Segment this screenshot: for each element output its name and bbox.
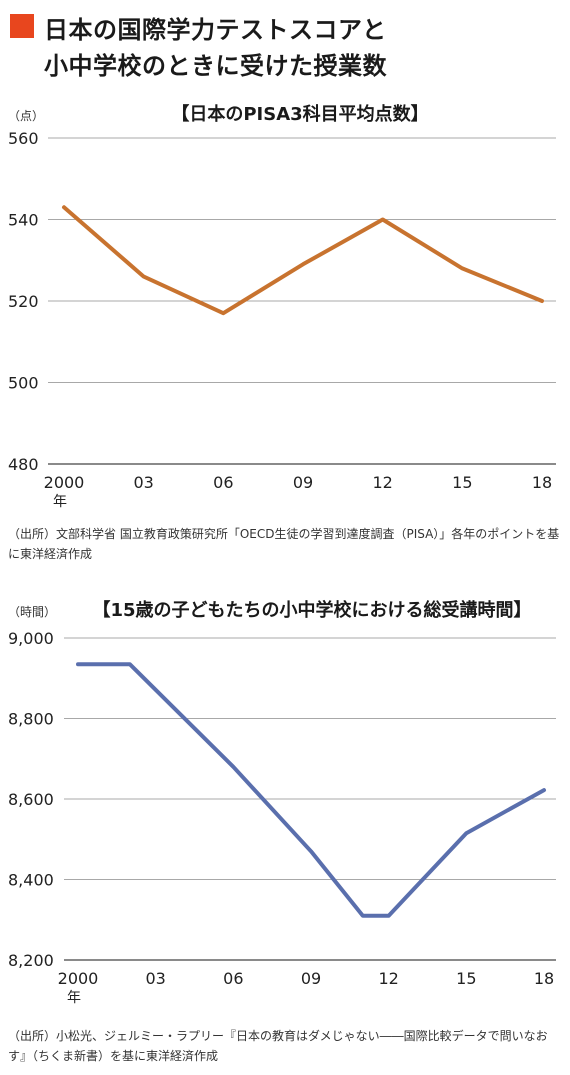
x-year-label: 年 xyxy=(67,990,81,1006)
x-tick-label: 03 xyxy=(133,473,153,492)
y-tick-label: 480 xyxy=(8,455,39,474)
x-tick-label: 09 xyxy=(293,473,313,492)
x-tick-label: 15 xyxy=(452,473,472,492)
class-hours-chart: 【15歳の子どもたちの小中学校における総受講時間】 （時間） 9,000 8,800 8… xyxy=(0,592,570,1026)
series-line xyxy=(76,662,546,918)
pisa-score-chart: 【日本のPISA3科目平均点数】 （点） 560 540 520 500 480 2000 03… xyxy=(0,100,570,524)
x-tick-label: 15 xyxy=(456,969,476,988)
x-tick-label: 18 xyxy=(534,969,554,988)
x-tick-label: 06 xyxy=(213,473,233,492)
y-axis-unit-label: （時間） xyxy=(8,605,56,619)
y-tick-label: 500 xyxy=(8,374,39,393)
x-tick-label: 12 xyxy=(372,473,392,492)
x-tick-label: 09 xyxy=(301,969,321,988)
y-tick-label: 520 xyxy=(8,292,39,311)
x-tick-label: 06 xyxy=(223,969,243,988)
x-year-label: 年 xyxy=(53,494,67,510)
y-tick-label: 8,600 xyxy=(8,790,54,809)
y-tick-label: 8,800 xyxy=(8,710,54,729)
class-hours-source-note: （出所）小松光、ジェルミー・ラプリー『日本の教育はダメじゃない――国際比較データ… xyxy=(8,1029,548,1063)
series-line xyxy=(62,205,544,316)
y-tick-label: 560 xyxy=(8,129,39,148)
y-tick-label: 540 xyxy=(8,211,39,230)
y-tick-label: 9,000 xyxy=(8,629,54,648)
page-title-line-1: 日本の国際学力テストスコアと xyxy=(44,16,387,44)
x-tick-label: 12 xyxy=(378,969,398,988)
title-marker xyxy=(10,14,34,38)
pisa-source-note: （出所）文部科学省 国立教育政策研究所「OECD生徒の学習到達度調査（PISA）… xyxy=(8,527,560,561)
x-tick-label: 03 xyxy=(145,969,165,988)
class-hours-chart-svg: 【15歳の子どもたちの小中学校における総受講時間】 （時間） 9,000 8,800 8… xyxy=(8,599,556,1006)
page-title-line-2: 小中学校のときに受けた授業数 xyxy=(44,52,387,80)
x-tick-label: 2000 xyxy=(58,969,99,988)
y-tick-label: 8,400 xyxy=(8,871,54,890)
pisa-score-chart-svg: 【日本のPISA3科目平均点数】 （点） 560 540 520 500 480 2000 03… xyxy=(8,103,556,510)
chart-title: 【15歳の子どもたちの小中学校における総受講時間】 xyxy=(92,599,531,621)
y-tick-label: 8,200 xyxy=(8,951,54,970)
x-tick-label: 2000 xyxy=(44,473,85,492)
x-tick-label: 18 xyxy=(532,473,552,492)
chart-title: 【日本のPISA3科目平均点数】 xyxy=(171,103,428,125)
y-axis-unit-label: （点） xyxy=(8,109,44,123)
